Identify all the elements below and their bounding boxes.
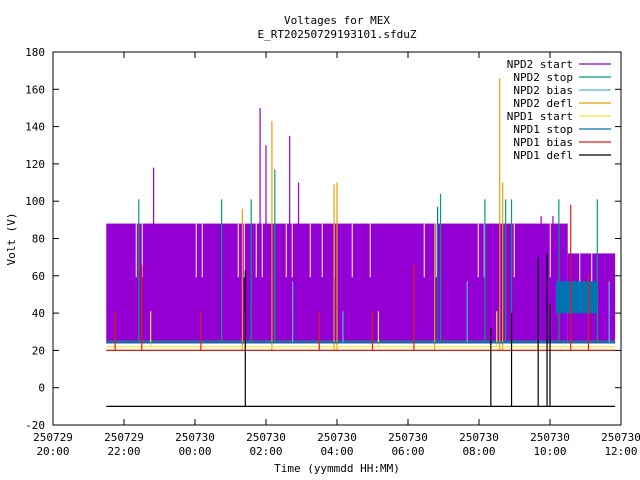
y-tick-label: 40: [32, 307, 45, 320]
x-tick-time: 22:00: [107, 445, 140, 458]
legend-label: NPD1 defl: [513, 149, 573, 162]
x-tick-time: 02:00: [249, 445, 282, 458]
y-tick-label: 80: [32, 233, 45, 246]
x-tick-date: 250730: [317, 431, 357, 444]
legend-label: NPD2 bias: [513, 84, 573, 97]
x-tick-date: 250729: [33, 431, 73, 444]
legend-label: NPD2 start: [507, 58, 573, 71]
chart-title: Voltages for MEX: [284, 14, 390, 27]
x-tick-time: 00:00: [178, 445, 211, 458]
y-tick-label: 160: [25, 83, 45, 96]
y-tick-label: 0: [38, 382, 45, 395]
x-axis-label: Time (yymmdd HH:MM): [274, 462, 400, 475]
x-tick-date: 250730: [246, 431, 286, 444]
legend-label: NPD2 defl: [513, 97, 573, 110]
series-npd1-bias: [106, 204, 616, 351]
x-tick-date: 250730: [601, 431, 640, 444]
x-tick-time: 08:00: [462, 445, 495, 458]
x-tick-date: 250730: [530, 431, 570, 444]
series-npd1-defl: [106, 253, 616, 407]
y-tick-label: 20: [32, 344, 45, 357]
legend-label: NPD1 start: [507, 110, 573, 123]
x-tick-date: 250730: [175, 431, 215, 444]
x-tick-date: 250729: [104, 431, 144, 444]
x-tick-date: 250730: [459, 431, 499, 444]
series-band: [555, 281, 598, 314]
series-npd1-stop: [106, 206, 616, 344]
x-tick-time: 10:00: [533, 445, 566, 458]
y-tick-label: 180: [25, 46, 45, 59]
x-tick-time: 12:00: [604, 445, 637, 458]
plot-area: [106, 78, 616, 407]
chart-subtitle: E_RT20250729193101.sfduZ: [258, 28, 417, 41]
x-tick-time: 06:00: [391, 445, 424, 458]
axes: -2002040608010012014016018025072920:0025…: [25, 46, 640, 458]
y-axis-label: Volt (V): [5, 213, 18, 266]
legend-label: NPD2 stop: [513, 71, 573, 84]
legend-label: NPD1 bias: [513, 136, 573, 149]
x-tick-date: 250730: [388, 431, 428, 444]
y-tick-label: 140: [25, 121, 45, 134]
legend-label: NPD1 stop: [513, 123, 573, 136]
y-tick-label: 60: [32, 270, 45, 283]
y-tick-label: -20: [25, 419, 45, 432]
y-tick-label: 100: [25, 195, 45, 208]
x-tick-time: 04:00: [320, 445, 353, 458]
x-tick-time: 20:00: [36, 445, 69, 458]
y-tick-label: 120: [25, 158, 45, 171]
